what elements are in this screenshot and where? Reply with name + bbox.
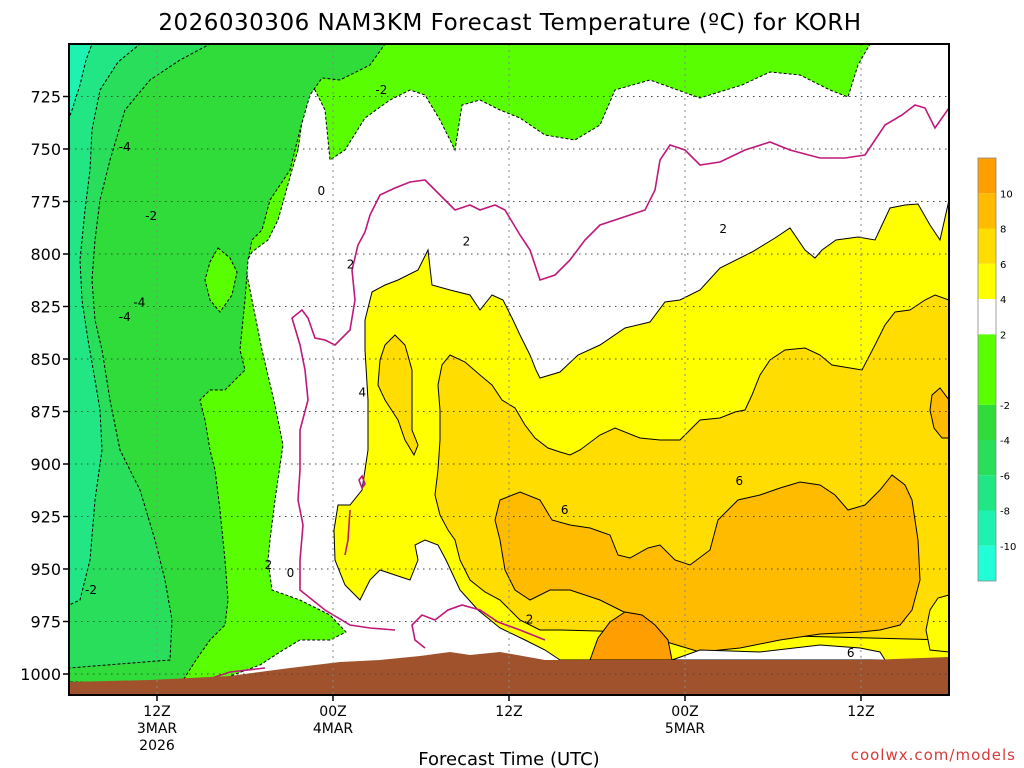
x-tick-label: 12Z — [495, 704, 522, 720]
colorbar-swatch — [978, 404, 996, 440]
contour-label: 2 — [719, 222, 727, 236]
contour-label: 4 — [359, 386, 367, 400]
zero-degree-contour-pocket — [358, 474, 366, 490]
colorbar-label: 10 — [1000, 189, 1013, 200]
pocket-2-to-4-right — [925, 594, 949, 653]
contour-label: 0 — [287, 566, 295, 580]
pocket-4-to-6 — [377, 334, 419, 457]
y-tick-label: 975 — [30, 613, 61, 632]
chart-title: 2026030306 NAM3KM Forecast Temperature (… — [158, 10, 861, 36]
x-tick-label: 3MAR — [137, 721, 178, 737]
contour-label: -2 — [45, 640, 57, 654]
pocket-6-to-8-right — [929, 387, 949, 439]
contour-label: -4 — [119, 140, 131, 154]
contour-label: 2 — [265, 558, 273, 572]
colorbar-label: -4 — [1000, 436, 1010, 447]
colorbar-swatch — [978, 228, 996, 264]
colorbar-frame — [977, 157, 997, 582]
colorbar-swatch — [978, 334, 996, 405]
contour-label: -4 — [119, 310, 131, 324]
region-minus-10-to-minus-12 — [69, 44, 93, 119]
y-tick-label: 800 — [30, 245, 61, 264]
x-tick-label: 12Z — [847, 704, 874, 720]
contour-label: -4 — [133, 295, 145, 309]
pocket-minus-2-to-minus-4 — [204, 247, 238, 313]
region-8-to-10 — [589, 611, 673, 661]
contour-label: 2 — [347, 258, 355, 272]
zero-degree-contour-upper — [291, 104, 949, 631]
zero-degree-contour-lower — [411, 604, 546, 649]
colorbar-label: -6 — [1000, 471, 1010, 482]
x-tick-label: 00Z — [671, 704, 698, 720]
y-tick-label: 825 — [30, 298, 61, 317]
contour-label: 6 — [847, 646, 855, 660]
x-tick-label: 00Z — [319, 704, 346, 720]
x-tick-label: 4MAR — [313, 721, 354, 737]
y-tick-label: 900 — [30, 455, 61, 474]
colorbar-label: -2 — [1000, 401, 1010, 412]
colorbar-swatch — [978, 299, 996, 335]
zero-degree-contour-spike — [344, 509, 351, 556]
colorbar-swatch — [978, 263, 996, 299]
x-tick-label: 12Z — [143, 704, 170, 720]
region-6-to-8 — [494, 474, 921, 653]
x-tick-label: 5MAR — [665, 721, 706, 737]
surface-cold-band — [671, 644, 886, 661]
y-tick-label: 875 — [30, 403, 61, 422]
contour-label: 6 — [561, 503, 569, 517]
x-tick-label: 2026 — [139, 738, 175, 754]
colorbar-swatch — [978, 440, 996, 476]
y-tick-label: 1000 — [20, 665, 61, 684]
contour-label: -2 — [375, 83, 387, 97]
y-tick-label: 925 — [30, 508, 61, 527]
colorbar-swatch — [978, 475, 996, 511]
colorbar-label: 6 — [1000, 260, 1006, 271]
region-minus-6-to-minus-8 — [69, 44, 211, 669]
contour-label: 2 — [463, 234, 471, 248]
colorbar-label: -10 — [1000, 542, 1016, 553]
y-tick-label: 750 — [30, 140, 61, 159]
colorbar-swatch — [978, 545, 996, 581]
colorbar-swatch — [978, 510, 996, 546]
y-axis: 725 750 775 800 825 850 875 900 925 950 975 1000 — [20, 88, 69, 684]
y-tick-label: 775 — [30, 193, 61, 212]
gridlines — [69, 44, 949, 695]
contour-label: 2 — [526, 612, 534, 626]
region-minus-8-to-minus-10 — [69, 44, 141, 606]
colorbar-label: 2 — [1000, 330, 1006, 341]
credit-text: coolwx.com/models — [851, 746, 1016, 764]
colorbar-swatch — [978, 193, 996, 229]
colorbar-label: -8 — [1000, 507, 1010, 518]
terrain — [69, 652, 949, 695]
x-axis-title: Forecast Time (UTC) — [418, 749, 599, 768]
contour-label: -2 — [85, 583, 97, 597]
y-tick-label: 850 — [30, 350, 61, 369]
colorbar-swatch — [978, 158, 996, 194]
colorbar: -10 -8 -6 -4 -2 2 4 6 8 10 — [977, 157, 1016, 582]
contour-label: 6 — [735, 474, 743, 488]
colorbar-label: 8 — [1000, 225, 1006, 236]
contour-label: 0 — [317, 184, 325, 198]
y-tick-label: 950 — [30, 560, 61, 579]
y-tick-label: 725 — [30, 88, 61, 107]
colorbar-label: 4 — [1000, 295, 1006, 306]
contour-label: -2 — [145, 209, 157, 223]
